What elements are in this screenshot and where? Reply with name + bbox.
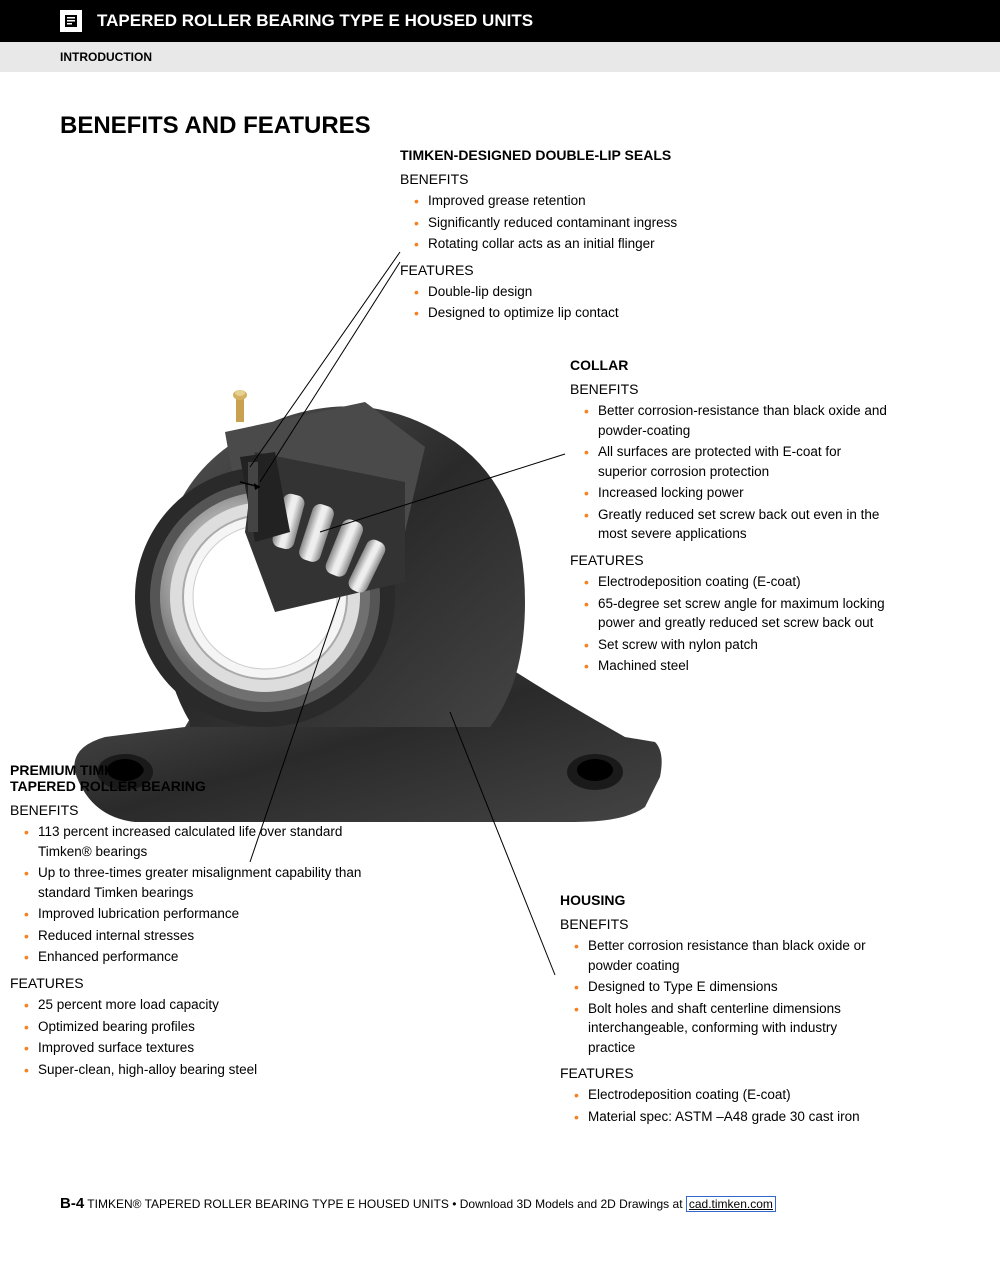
list-item: Enhanced performance xyxy=(38,947,370,967)
collar-features-label: FEATURES xyxy=(570,552,890,568)
collar-features-list: Electrodeposition coating (E-coat)65-deg… xyxy=(570,572,890,676)
list-item: Better corrosion-resistance than black o… xyxy=(598,401,890,440)
list-item: Up to three-times greater misalignment c… xyxy=(38,863,370,902)
list-item: Reduced internal stresses xyxy=(38,926,370,946)
list-item: Electrodeposition coating (E-coat) xyxy=(598,572,890,592)
list-item: All surfaces are protected with E-coat f… xyxy=(598,442,890,481)
header-title: TAPERED ROLLER BEARING TYPE E HOUSED UNI… xyxy=(97,11,533,31)
list-item: Improved surface textures xyxy=(38,1038,370,1058)
housing-features-list: Electrodeposition coating (E-coat)Materi… xyxy=(560,1085,880,1126)
list-item: Significantly reduced contaminant ingres… xyxy=(428,213,750,233)
page-content: BENEFITS AND FEATURES xyxy=(0,72,1000,1252)
list-item: Designed to Type E dimensions xyxy=(588,977,880,997)
list-item: Set screw with nylon patch xyxy=(598,635,890,655)
housing-features-label: FEATURES xyxy=(560,1065,880,1081)
bearing-benefits-label: BENEFITS xyxy=(10,802,370,818)
page-footer: B-4 TIMKEN® TAPERED ROLLER BEARING TYPE … xyxy=(60,1195,940,1212)
page-number: B-4 xyxy=(60,1195,84,1212)
seals-benefits-list: Improved grease retentionSignificantly r… xyxy=(400,191,750,254)
seals-title: TIMKEN-DESIGNED DOUBLE-LIP SEALS xyxy=(400,147,750,163)
list-item: 113 percent increased calculated life ov… xyxy=(38,822,370,861)
list-item: Material spec: ASTM –A48 grade 30 cast i… xyxy=(588,1107,880,1127)
list-item: 25 percent more load capacity xyxy=(38,995,370,1015)
bearing-features-list: 25 percent more load capacityOptimized b… xyxy=(10,995,370,1079)
list-item: 65-degree set screw angle for maximum lo… xyxy=(598,594,890,633)
housing-benefits-label: BENEFITS xyxy=(560,916,880,932)
main-title: BENEFITS AND FEATURES xyxy=(60,112,940,140)
list-item: Improved grease retention xyxy=(428,191,750,211)
header-subtitle-bar: INTRODUCTION xyxy=(0,42,1000,72)
list-item: Designed to optimize lip contact xyxy=(428,303,750,323)
section-seals: TIMKEN-DESIGNED DOUBLE-LIP SEALS BENEFIT… xyxy=(400,147,750,325)
housing-benefits-list: Better corrosion resistance than black o… xyxy=(560,936,880,1057)
bearing-benefits-list: 113 percent increased calculated life ov… xyxy=(10,822,370,967)
seals-benefits-label: BENEFITS xyxy=(400,171,750,187)
list-item: Double-lip design xyxy=(428,282,750,302)
list-item: Machined steel xyxy=(598,656,890,676)
header-subtitle: INTRODUCTION xyxy=(60,50,152,64)
footer-link[interactable]: cad.timken.com xyxy=(686,1196,776,1212)
list-item: Greatly reduced set screw back out even … xyxy=(598,505,890,544)
list-item: Optimized bearing profiles xyxy=(38,1017,370,1037)
footer-text: TIMKEN® TAPERED ROLLER BEARING TYPE E HO… xyxy=(87,1197,686,1211)
seals-features-label: FEATURES xyxy=(400,262,750,278)
list-item: Super-clean, high-alloy bearing steel xyxy=(38,1060,370,1080)
collar-benefits-label: BENEFITS xyxy=(570,381,890,397)
header-bar: TAPERED ROLLER BEARING TYPE E HOUSED UNI… xyxy=(0,0,1000,42)
bearing-title: PREMIUM TIMKEN® TAPERED ROLLER BEARING xyxy=(10,762,370,794)
document-icon xyxy=(60,10,82,32)
list-item: Improved lubrication performance xyxy=(38,904,370,924)
list-item: Better corrosion resistance than black o… xyxy=(588,936,880,975)
seals-features-list: Double-lip designDesigned to optimize li… xyxy=(400,282,750,323)
section-collar: COLLAR BENEFITS Better corrosion-resista… xyxy=(570,357,890,678)
list-item: Electrodeposition coating (E-coat) xyxy=(588,1085,880,1105)
collar-benefits-list: Better corrosion-resistance than black o… xyxy=(570,401,890,544)
section-housing: HOUSING BENEFITS Better corrosion resist… xyxy=(560,892,880,1129)
housing-title: HOUSING xyxy=(560,892,880,908)
collar-title: COLLAR xyxy=(570,357,890,373)
bearing-features-label: FEATURES xyxy=(10,975,370,991)
section-bearing: PREMIUM TIMKEN® TAPERED ROLLER BEARING B… xyxy=(10,762,370,1081)
list-item: Bolt holes and shaft centerline dimensio… xyxy=(588,999,880,1058)
list-item: Increased locking power xyxy=(598,483,890,503)
list-item: Rotating collar acts as an initial fling… xyxy=(428,234,750,254)
